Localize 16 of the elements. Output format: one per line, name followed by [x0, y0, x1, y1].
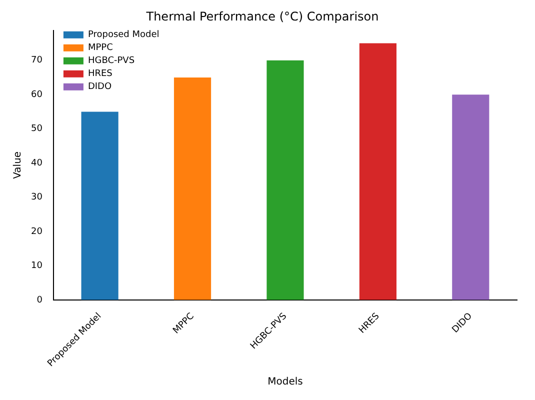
x-axis-title: Models [268, 376, 303, 388]
y-tick-label: 30 [31, 192, 43, 203]
legend-label: DIDO [88, 82, 112, 92]
y-tick-label: 50 [31, 124, 43, 134]
y-tick-label: 60 [31, 90, 43, 100]
legend-label: HRES [88, 69, 113, 80]
y-axis-title: Value [12, 151, 24, 179]
legend-label: MPPC [88, 43, 113, 54]
y-tick-label: 20 [31, 226, 43, 237]
legend-label: HGBC-PVS [88, 56, 135, 66]
y-tick-label: 70 [31, 56, 43, 66]
legend-label: Proposed Model [88, 30, 160, 40]
chart-title: Thermal Performance (°C) Comparison [145, 9, 379, 24]
y-tick-label: 40 [31, 158, 43, 168]
y-tick-label: 0 [36, 295, 43, 306]
y-tick-label: 10 [31, 261, 43, 272]
